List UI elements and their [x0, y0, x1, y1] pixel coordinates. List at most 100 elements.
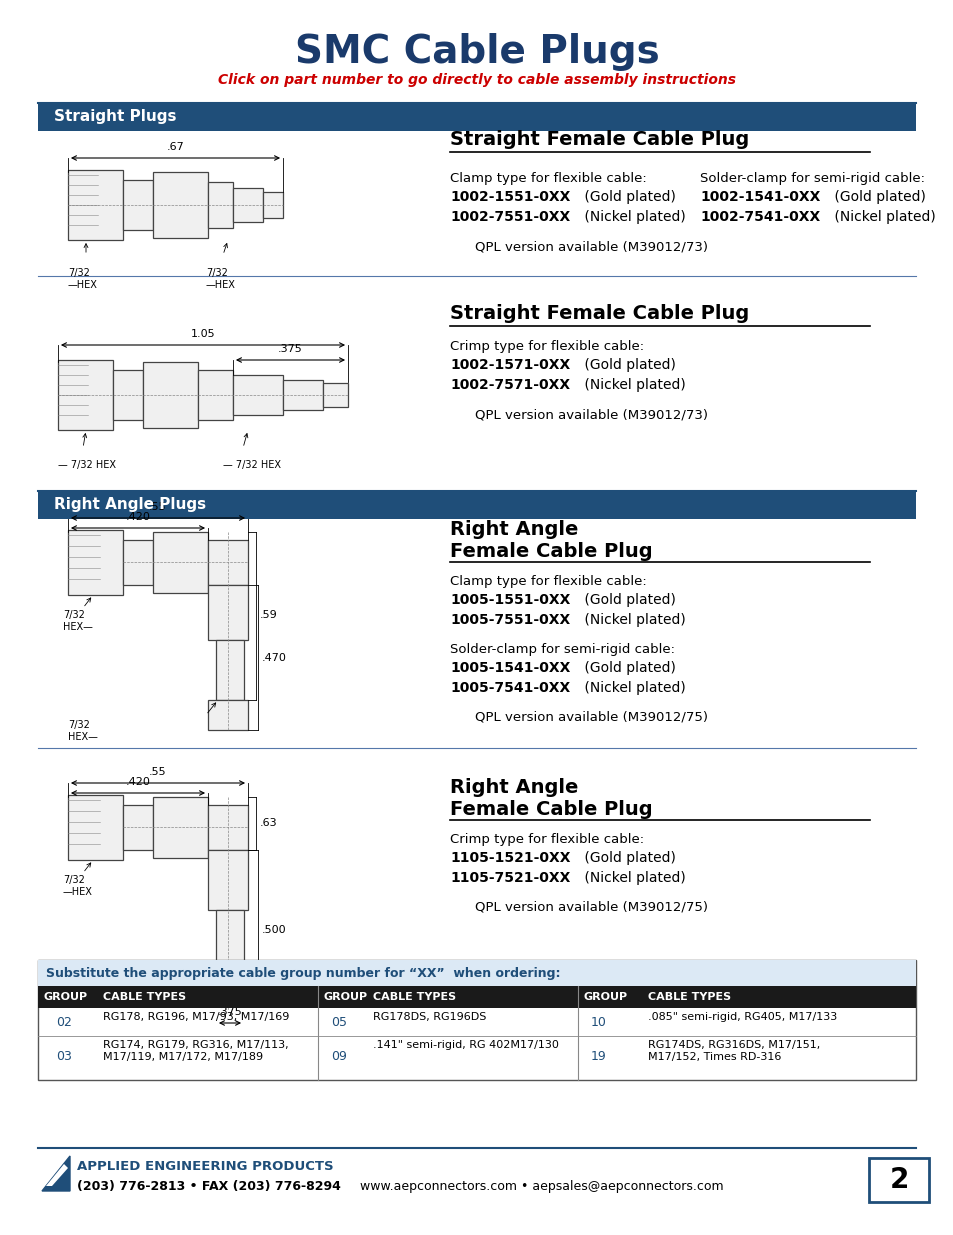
- Bar: [233, 188, 263, 222]
- Bar: [215, 910, 244, 974]
- Text: 19: 19: [591, 1051, 606, 1063]
- Text: GROUP: GROUP: [583, 992, 627, 1002]
- Text: 1005-1551-0XX: 1005-1551-0XX: [450, 593, 570, 606]
- Text: 03: 03: [56, 1051, 71, 1063]
- Bar: [208, 585, 248, 640]
- Text: SMC Cable Plugs: SMC Cable Plugs: [294, 33, 659, 70]
- Text: 7/32
HEX—: 7/32 HEX—: [63, 610, 92, 631]
- Bar: [323, 383, 348, 408]
- Bar: [152, 532, 208, 593]
- Text: Click on part number to go directly to cable assembly instructions: Click on part number to go directly to c…: [218, 73, 735, 86]
- Text: RG178DS, RG196DS: RG178DS, RG196DS: [373, 1011, 486, 1023]
- Text: 1005-7541-0XX: 1005-7541-0XX: [450, 680, 570, 695]
- Text: 10: 10: [591, 1015, 606, 1029]
- Text: 1005-1541-0XX: 1005-1541-0XX: [450, 661, 570, 676]
- Bar: [208, 182, 233, 228]
- Bar: [68, 795, 123, 860]
- Bar: [58, 359, 112, 430]
- Text: Straight Plugs: Straight Plugs: [54, 110, 176, 125]
- Text: Straight Female Cable Plug: Straight Female Cable Plug: [450, 304, 748, 324]
- Bar: [868, 1158, 928, 1202]
- Text: QPL version available (M39012/73): QPL version available (M39012/73): [475, 408, 707, 421]
- Text: GROUP: GROUP: [324, 992, 368, 1002]
- Text: CABLE TYPES: CABLE TYPES: [647, 992, 730, 1002]
- Text: .55: .55: [149, 501, 167, 513]
- Text: Clamp type for flexible cable:: Clamp type for flexible cable:: [450, 576, 646, 588]
- Text: Straight Female Cable Plug: Straight Female Cable Plug: [450, 130, 748, 149]
- Text: (Gold plated): (Gold plated): [579, 661, 675, 676]
- Text: 05: 05: [331, 1015, 347, 1029]
- Bar: [215, 640, 244, 700]
- Text: 7/32
HEX—: 7/32 HEX—: [68, 720, 98, 741]
- Bar: [208, 700, 248, 730]
- Text: .420: .420: [126, 777, 151, 787]
- Text: .375: .375: [217, 1007, 242, 1016]
- Text: 2: 2: [888, 1166, 908, 1194]
- Text: QPL version available (M39012/75): QPL version available (M39012/75): [475, 902, 707, 914]
- Text: QPL version available (M39012/75): QPL version available (M39012/75): [475, 710, 707, 722]
- Text: (Nickel plated): (Nickel plated): [579, 210, 685, 224]
- Text: (203) 776-2813 • FAX (203) 776-8294: (203) 776-2813 • FAX (203) 776-8294: [77, 1179, 340, 1193]
- Bar: [233, 375, 283, 415]
- Text: Solder-clamp for semi-rigid cable:: Solder-clamp for semi-rigid cable:: [700, 172, 924, 185]
- Text: Crimp type for flexible cable:: Crimp type for flexible cable:: [450, 340, 643, 353]
- Bar: [38, 492, 915, 519]
- Bar: [208, 974, 248, 1010]
- Text: 1002-7571-0XX: 1002-7571-0XX: [450, 378, 570, 391]
- Bar: [123, 180, 152, 230]
- Text: 02: 02: [56, 1015, 71, 1029]
- Text: 7/32
—HEX: 7/32 —HEX: [68, 268, 98, 289]
- Text: Crimp type for flexible cable:: Crimp type for flexible cable:: [450, 832, 643, 846]
- Bar: [283, 380, 323, 410]
- Text: (Gold plated): (Gold plated): [579, 358, 675, 372]
- Text: 1105-1521-0XX: 1105-1521-0XX: [450, 851, 570, 864]
- Text: — 7/32 HEX: — 7/32 HEX: [223, 459, 281, 471]
- Text: CABLE TYPES: CABLE TYPES: [373, 992, 456, 1002]
- Text: www.aepconnectors.com • aepsales@aepconnectors.com: www.aepconnectors.com • aepsales@aepconn…: [359, 1179, 723, 1193]
- Bar: [123, 540, 152, 585]
- Text: (Nickel plated): (Nickel plated): [579, 680, 685, 695]
- Text: GROUP: GROUP: [44, 992, 88, 1002]
- Text: 1002-7541-0XX: 1002-7541-0XX: [700, 210, 820, 224]
- Text: 7/32
—HEX: 7/32 —HEX: [206, 268, 235, 289]
- Text: 09: 09: [331, 1051, 347, 1063]
- Polygon shape: [42, 1156, 70, 1191]
- Bar: [152, 172, 208, 238]
- Bar: [123, 805, 152, 850]
- Text: (Nickel plated): (Nickel plated): [579, 378, 685, 391]
- Bar: [38, 960, 915, 986]
- Bar: [198, 370, 233, 420]
- Text: RG174, RG179, RG316, M17/113,
M17/119, M17/172, M17/189: RG174, RG179, RG316, M17/113, M17/119, M…: [103, 1040, 289, 1062]
- Text: (Gold plated): (Gold plated): [579, 593, 675, 606]
- Text: 7/32
—HEX: 7/32 —HEX: [63, 876, 92, 897]
- Text: (Nickel plated): (Nickel plated): [829, 210, 935, 224]
- Text: .141" semi-rigid, RG 402M17/130: .141" semi-rigid, RG 402M17/130: [373, 1040, 558, 1050]
- Text: .420: .420: [126, 513, 151, 522]
- Text: — 7/32 HEX: — 7/32 HEX: [58, 459, 116, 471]
- Text: (Nickel plated): (Nickel plated): [579, 871, 685, 885]
- Bar: [68, 530, 123, 595]
- Text: 1002-7551-0XX: 1002-7551-0XX: [450, 210, 570, 224]
- Bar: [263, 191, 283, 219]
- Bar: [152, 797, 208, 858]
- Text: .470: .470: [262, 653, 287, 663]
- Polygon shape: [46, 1165, 68, 1186]
- Text: Right Angle Plugs: Right Angle Plugs: [54, 498, 206, 513]
- Text: 1002-1571-0XX: 1002-1571-0XX: [450, 358, 570, 372]
- Text: (Nickel plated): (Nickel plated): [579, 613, 685, 627]
- Bar: [112, 370, 143, 420]
- Text: APPLIED ENGINEERING PRODUCTS: APPLIED ENGINEERING PRODUCTS: [77, 1160, 334, 1173]
- Bar: [208, 850, 248, 910]
- Text: Clamp type for flexible cable:: Clamp type for flexible cable:: [450, 172, 646, 185]
- Text: .375: .375: [278, 345, 302, 354]
- Text: .500: .500: [262, 925, 286, 935]
- Text: QPL version available (M39012/73): QPL version available (M39012/73): [475, 240, 707, 253]
- Bar: [208, 540, 248, 585]
- Text: (Gold plated): (Gold plated): [579, 190, 675, 204]
- Text: .59: .59: [260, 610, 277, 620]
- Text: RG178, RG196, M17/93, M17/169: RG178, RG196, M17/93, M17/169: [103, 1011, 289, 1023]
- Bar: [38, 986, 915, 1008]
- Text: .55: .55: [149, 767, 167, 777]
- Text: .67: .67: [167, 142, 184, 152]
- Bar: [38, 103, 915, 131]
